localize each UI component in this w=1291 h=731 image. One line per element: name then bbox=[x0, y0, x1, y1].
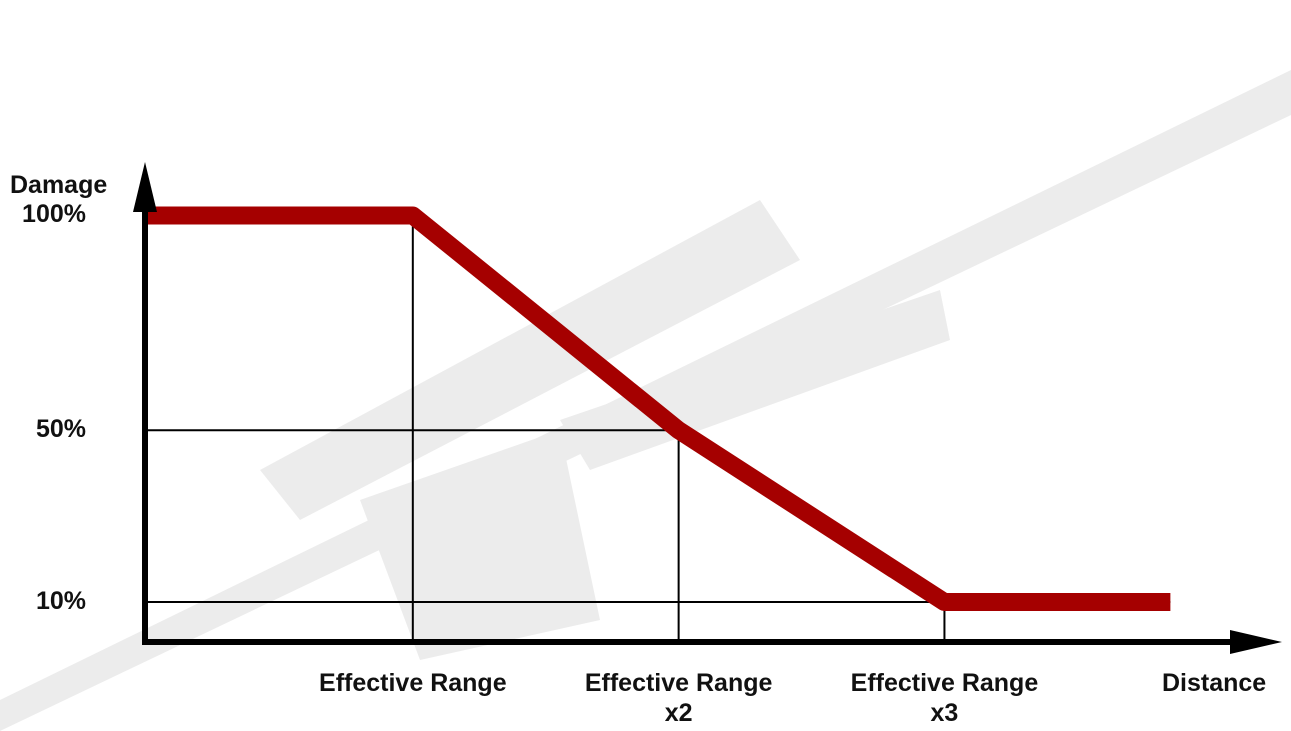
x-axis-label: Distance bbox=[1162, 669, 1267, 697]
x-tick-label: Effective Range x3 bbox=[850, 669, 1039, 727]
y-tick-label: 10% bbox=[35, 587, 86, 616]
y-axis-arrow bbox=[133, 162, 157, 212]
x-axis-arrow bbox=[1230, 630, 1282, 654]
y-tick-label: 50% bbox=[35, 415, 86, 444]
damage-line bbox=[147, 206, 1171, 612]
x-tick-label: Effective Range x2 bbox=[584, 669, 773, 727]
x-tick-label: Effective Range bbox=[319, 669, 507, 697]
y-axis-label: Damage bbox=[10, 171, 108, 199]
y-tick-label: 100% bbox=[22, 200, 86, 229]
